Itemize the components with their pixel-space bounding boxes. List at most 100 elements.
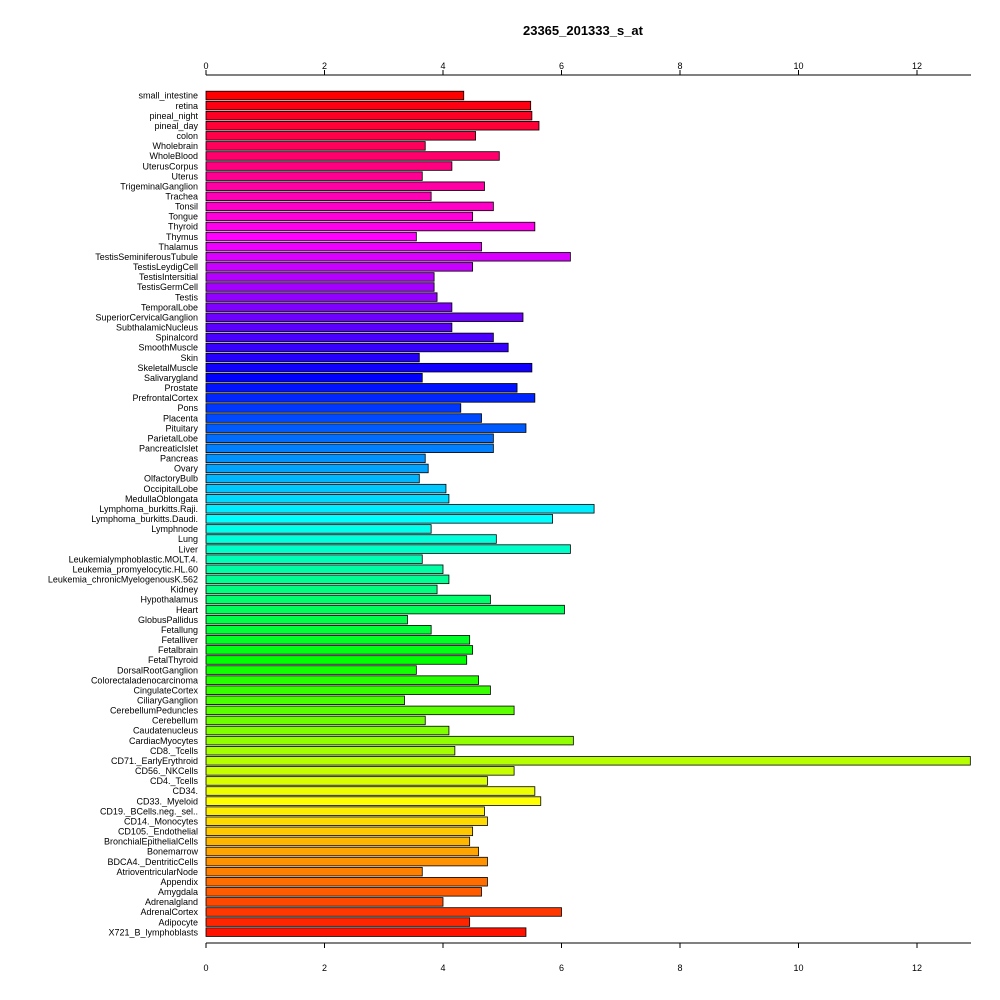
bar xyxy=(205,735,574,746)
category-label: Kidney xyxy=(170,585,198,595)
bar xyxy=(205,403,462,413)
category-label: Lymphnode xyxy=(151,524,198,534)
bar xyxy=(205,877,488,887)
bar xyxy=(205,927,527,937)
bar xyxy=(205,322,453,333)
category-label: SkeletalMuscle xyxy=(137,363,198,373)
category-label: CardiacMyocytes xyxy=(129,736,199,746)
category-label: PrefrontalCortex xyxy=(132,393,198,403)
category-label: OlfactoryBulb xyxy=(144,474,198,484)
bars-group xyxy=(205,90,971,937)
category-label: Liver xyxy=(178,544,198,554)
bar xyxy=(205,211,474,222)
bar xyxy=(205,181,485,191)
category-label: TestisIntersitial xyxy=(139,272,198,282)
top-axis-tick-label: 10 xyxy=(793,61,803,71)
bar xyxy=(205,705,515,716)
category-label: Lymphoma_burkitts.Raji. xyxy=(99,504,198,514)
bottom-axis-tick-label: 0 xyxy=(203,963,208,973)
category-label: Pituitary xyxy=(165,423,198,433)
category-label: Caudatenucleus xyxy=(133,726,199,736)
bar xyxy=(205,151,500,161)
bar xyxy=(205,121,540,131)
category-label: CingulateCortex xyxy=(133,685,198,695)
bar xyxy=(205,453,426,464)
top-axis-tick-label: 4 xyxy=(440,61,445,71)
category-label: SubthalamicNucleus xyxy=(116,323,199,333)
category-label: SmoothMuscle xyxy=(138,343,198,353)
bar xyxy=(205,534,497,544)
bar xyxy=(205,584,438,595)
bar xyxy=(205,201,494,212)
category-label: GlobusPallidus xyxy=(138,615,199,625)
bottom-axis-tick-label: 4 xyxy=(440,963,445,973)
category-label: Leukemia_promyelocytic.HL.60 xyxy=(72,564,198,574)
bar xyxy=(205,141,426,151)
bar xyxy=(205,383,518,393)
bar xyxy=(205,312,524,322)
bar xyxy=(205,413,482,423)
bottom-axis-tick-label: 12 xyxy=(912,963,922,973)
bar xyxy=(205,836,471,847)
bar xyxy=(205,373,423,383)
bar xyxy=(205,695,405,706)
category-label: SuperiorCervicalGanglion xyxy=(95,312,198,322)
category-label: PancreaticIslet xyxy=(139,444,199,454)
category-label: CD33._Myeloid xyxy=(136,796,198,806)
category-label: CD71._EarlyErythroid xyxy=(111,756,198,766)
bar xyxy=(205,393,536,403)
bottom-axis-tick-label: 10 xyxy=(793,963,803,973)
bar xyxy=(205,524,432,534)
bar xyxy=(205,564,444,574)
bar xyxy=(205,604,565,615)
category-label: TestisLeydigCell xyxy=(133,262,198,272)
category-label: Fetalbrain xyxy=(158,645,198,655)
bar xyxy=(205,443,494,454)
category-label: OccipitalLobe xyxy=(143,484,198,494)
bar xyxy=(205,725,450,736)
bar xyxy=(205,816,488,826)
top-axis-tick-label: 6 xyxy=(559,61,564,71)
category-label: BDCA4._DentriticCells xyxy=(107,857,198,867)
category-label: CD34. xyxy=(172,786,198,796)
bar xyxy=(205,332,494,343)
bar xyxy=(205,272,435,282)
category-label: ParietalLobe xyxy=(147,433,198,443)
category-label: Amygdala xyxy=(158,887,198,897)
category-label: TrigeminalGanglion xyxy=(120,181,198,191)
category-label: CerebellumPeduncles xyxy=(110,706,199,716)
category-label: Leukemia_chronicMyelogenousK.562 xyxy=(48,575,198,585)
bar xyxy=(205,635,471,645)
category-label: MedullaOblongata xyxy=(125,494,198,504)
top-axis: 0 2 4 6 8 10 12 xyxy=(203,61,971,76)
category-label: Lung xyxy=(178,534,198,544)
category-label: Wholebrain xyxy=(152,141,198,151)
bar xyxy=(205,131,476,141)
category-label: TemporalLobe xyxy=(141,302,198,312)
bar xyxy=(205,342,509,353)
category-label: Testis xyxy=(175,292,199,302)
bar xyxy=(205,907,562,917)
top-axis-tick-label: 2 xyxy=(322,61,327,71)
bar xyxy=(205,766,515,776)
bar xyxy=(205,302,453,312)
bar xyxy=(205,917,471,927)
bar xyxy=(205,574,450,585)
bar xyxy=(205,776,488,786)
category-label: Adrenalgland xyxy=(145,897,198,907)
category-label: FetalThyroid xyxy=(148,655,198,665)
category-labels: small_intestineretinapineal_nightpineal_… xyxy=(48,91,199,938)
category-label: UterusCorpus xyxy=(142,161,198,171)
category-label: retina xyxy=(175,101,198,111)
bar xyxy=(205,846,479,857)
bar xyxy=(205,715,426,726)
bar xyxy=(205,252,571,262)
category-label: CD56._NKCells xyxy=(135,766,199,776)
category-label: Prostate xyxy=(164,383,198,393)
category-label: Pons xyxy=(177,403,198,413)
category-label: Placenta xyxy=(163,413,198,423)
category-label: Skin xyxy=(180,353,198,363)
bar xyxy=(205,786,536,796)
category-label: CD19._BCells.neg._sel.. xyxy=(100,806,198,816)
